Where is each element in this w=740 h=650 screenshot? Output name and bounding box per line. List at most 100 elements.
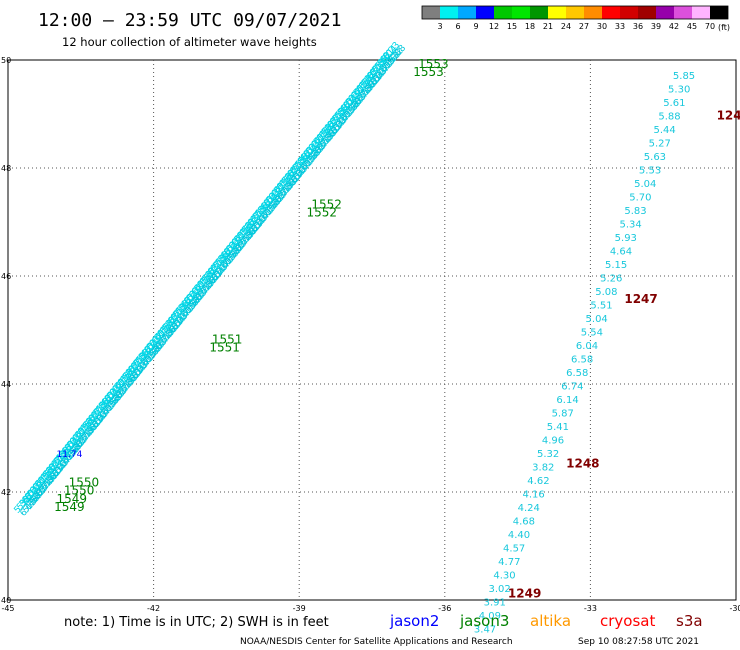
east-track-swh-label: 6.74 <box>561 381 583 392</box>
grid-lines <box>8 60 736 600</box>
east-track-swh-label: 4.62 <box>527 476 549 487</box>
footer-timestamp: Sep 10 08:27:58 UTC 2021 <box>578 637 699 647</box>
east-track-swh-label: 5.44 <box>653 125 675 136</box>
east-track-swh-label: 5.15 <box>605 260 627 271</box>
colorbar-tick-label: 70 <box>705 22 715 31</box>
legend-altika: altika <box>530 612 571 630</box>
plot-frame <box>7 59 737 601</box>
y-tick-label: 42 <box>1 488 11 497</box>
east-track-swh-label: 6.58 <box>571 354 593 365</box>
colorbar-swatch <box>692 6 710 19</box>
colorbar-tick-label: 33 <box>615 22 625 31</box>
east-track-swh-label: 5.51 <box>590 300 612 311</box>
east-track-swh-label: 4.16 <box>522 489 544 500</box>
east-track-swh-label: 5.04 <box>586 314 608 325</box>
pass-time-label: 1249 <box>508 586 541 600</box>
colorbar-swatch <box>602 6 620 19</box>
east-track-swh-label: 4.09 <box>479 611 501 622</box>
east-track-swh-label: 3.91 <box>484 597 506 608</box>
east-track-swh-label: 4.40 <box>508 530 530 541</box>
colorbar-swatch <box>422 6 440 19</box>
colorbar-tick-label: 27 <box>579 22 589 31</box>
east-track-swh-label: 6.04 <box>576 341 598 352</box>
colorbar-border <box>421 5 729 20</box>
pass-time-label: 1552 <box>311 198 342 212</box>
east-track-swh-label: 5.93 <box>615 233 637 244</box>
east-track-time-labels: 1246 1247 1248 1249 <box>508 108 740 600</box>
east-track-swh-label: 5.54 <box>581 327 603 338</box>
pass-time-label: 1551 <box>212 333 243 347</box>
east-track-swh-label: 5.88 <box>658 111 680 122</box>
east-track-swh-label: 4.77 <box>498 557 520 568</box>
colorbar-tick-label: 45 <box>687 22 697 31</box>
x-tick-label: -30 <box>729 604 740 613</box>
colorbar-swatch <box>476 6 494 19</box>
jason3-east-track: 5.85 5.30 5.61 5.88 5.44 5.27 5.63 5.53 5.04 5.70… <box>474 71 695 636</box>
colorbar-swatch <box>530 6 548 19</box>
east-track-swh-label: 3.47 <box>474 624 496 635</box>
east-track-swh-label: 3.02 <box>488 584 510 595</box>
pass-time-label: 1549 <box>57 492 88 506</box>
colorbar-swatch <box>440 6 458 19</box>
colorbar-tick-label: 24 <box>561 22 571 31</box>
east-track-swh-label: 5.85 <box>673 71 695 82</box>
east-track-swh-label: 4.68 <box>513 516 535 527</box>
east-track-swh-label: 5.70 <box>629 192 651 203</box>
pass-time-label: 1551 <box>209 341 240 355</box>
y-tick-label: 48 <box>1 164 11 173</box>
swh-colorbar: 3 6 9 12 15 18 21 24 27 30 33 36 39 42 45 70 <box>421 5 729 31</box>
x-tick-label: -33 <box>584 604 597 613</box>
legend-jason3: jason3 <box>459 612 509 630</box>
east-track-swh-label: 5.26 <box>600 273 622 284</box>
colorbar-tick-label: 39 <box>651 22 661 31</box>
east-track-swh-label: 5.32 <box>537 449 559 460</box>
colorbar-swatch <box>566 6 584 19</box>
colorbar-swatch <box>458 6 476 19</box>
east-track-swh-label: 4.30 <box>493 570 515 581</box>
pass-time-label: 1550 <box>64 484 95 498</box>
east-track-swh-label: 6.58 <box>566 368 588 379</box>
footer-credit: NOAA/NESDIS Center for Satellite Applica… <box>240 637 513 647</box>
east-track-swh-label: 3.82 <box>532 462 554 473</box>
y-tick-label: 44 <box>1 380 11 389</box>
pass-time-label: 1553 <box>418 57 449 71</box>
colorbar-tick-label: 9 <box>473 22 478 31</box>
colorbar-swatch <box>512 6 530 19</box>
colorbar-swatch <box>548 6 566 19</box>
axis-ticks: -45 -42 -39 -36 -33 -30 40 42 44 46 48 50 <box>1 56 740 613</box>
east-track-swh-label: 5.08 <box>595 287 617 298</box>
colorbar-swatch <box>656 6 674 19</box>
colorbar-swatch <box>584 6 602 19</box>
x-tick-label: -39 <box>293 604 306 613</box>
colorbar-tick-label: 21 <box>543 22 553 31</box>
east-track-swh-label: 5.63 <box>644 152 666 163</box>
east-track-swh-label: 5.53 <box>639 165 661 176</box>
east-track-swh-label: 4.96 <box>542 435 564 446</box>
east-track-swh-label: 5.41 <box>547 422 569 433</box>
pass-time-label: 1550 <box>69 476 100 490</box>
jason2-highlight-label: 11.74 <box>57 450 83 460</box>
legend-cryosat: cryosat <box>600 612 655 630</box>
east-track-swh-label: 4.64 <box>610 246 632 257</box>
chart-subtitle: 12 hour collection of altimeter wave hei… <box>62 35 317 49</box>
colorbar-tick-label: 12 <box>489 22 499 31</box>
pass-time-label: 1247 <box>624 292 657 306</box>
pass-time-label: 1549 <box>54 500 85 514</box>
east-track-swh-label: 4.57 <box>503 543 525 554</box>
colorbar-tick-label: 6 <box>455 22 460 31</box>
colorbar-tick-label: 42 <box>669 22 679 31</box>
colorbar-tick-label: 15 <box>507 22 517 31</box>
east-track-swh-label: 5.61 <box>663 98 685 109</box>
jason3-west-track: 5.386.155.625.765.816.586.046.326.235.88… <box>13 40 409 518</box>
colorbar-swatch <box>674 6 692 19</box>
legend-s3a: s3a <box>676 612 703 630</box>
pass-time-label: 1553 <box>413 65 444 79</box>
east-track-swh-label: 5.30 <box>668 84 690 95</box>
colorbar-tick-label: 36 <box>633 22 643 31</box>
pass-time-label: 1552 <box>306 206 337 220</box>
colorbar-unit: (ft) <box>718 23 730 32</box>
colorbar-swatch <box>620 6 638 19</box>
legend-jason2: jason2 <box>389 612 439 630</box>
